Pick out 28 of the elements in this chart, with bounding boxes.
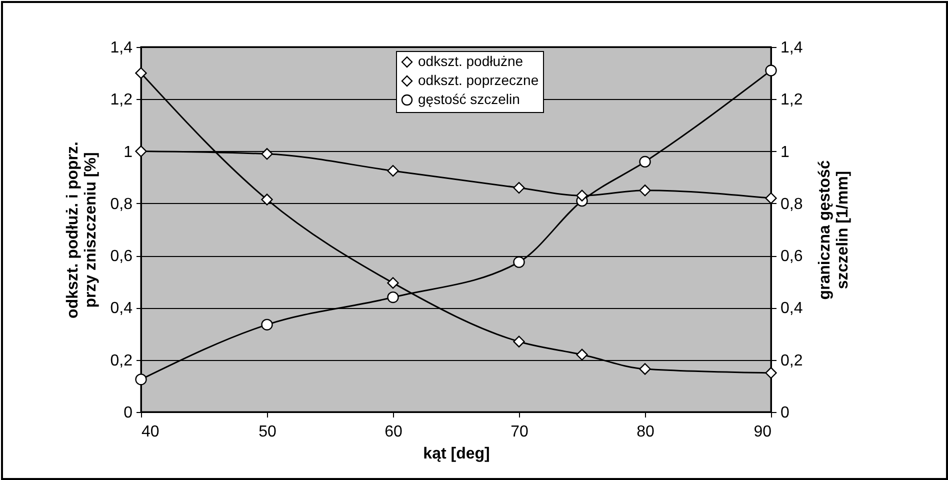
y-tick-label: 1 <box>124 144 133 161</box>
y-tick-label: 0,4 <box>110 300 133 318</box>
y-tick-label: 0,8 <box>110 196 133 213</box>
x-tick-label: 70 <box>510 424 528 440</box>
y-tick-label: 1,2 <box>110 92 133 109</box>
legend-label: odkszt. poprzeczne <box>418 72 539 88</box>
x-tick-label: 40 <box>142 424 160 440</box>
y-tick-label: 0 <box>124 404 133 422</box>
y2-tick-label: 1,2 <box>780 92 803 109</box>
x-tick-label: 60 <box>384 424 402 440</box>
y-axis-title: odkszt. podłuż. i poprz. przy zniszczeniu [%] <box>64 142 100 318</box>
y2-tick-label: 1,4 <box>780 40 803 56</box>
x-axis-title: kąt [deg] <box>423 446 490 462</box>
y-tick-label: 1,4 <box>110 40 133 56</box>
y2-tick-label: 0,8 <box>780 196 803 213</box>
y2-tick-label: 1 <box>780 144 790 161</box>
y-tick-label: 0,2 <box>110 352 133 370</box>
y-tick-label: 0,6 <box>110 248 133 266</box>
x-tick-label: 50 <box>258 424 276 440</box>
y2-axis-title: graniczna gęstość szczelin [1/mm] <box>816 160 852 300</box>
y2-tick-label: 0 <box>780 404 790 422</box>
legend-label: odkszt. podłużne <box>418 53 524 69</box>
y2-tick-label: 0,6 <box>780 248 803 266</box>
x-tick-label: 80 <box>636 424 654 440</box>
y2-tick-label: 0,4 <box>780 300 803 318</box>
x-tick-label: 90 <box>754 424 772 440</box>
y2-tick-label: 0,2 <box>780 352 803 370</box>
legend-label: gęstość szczelin <box>418 91 520 107</box>
